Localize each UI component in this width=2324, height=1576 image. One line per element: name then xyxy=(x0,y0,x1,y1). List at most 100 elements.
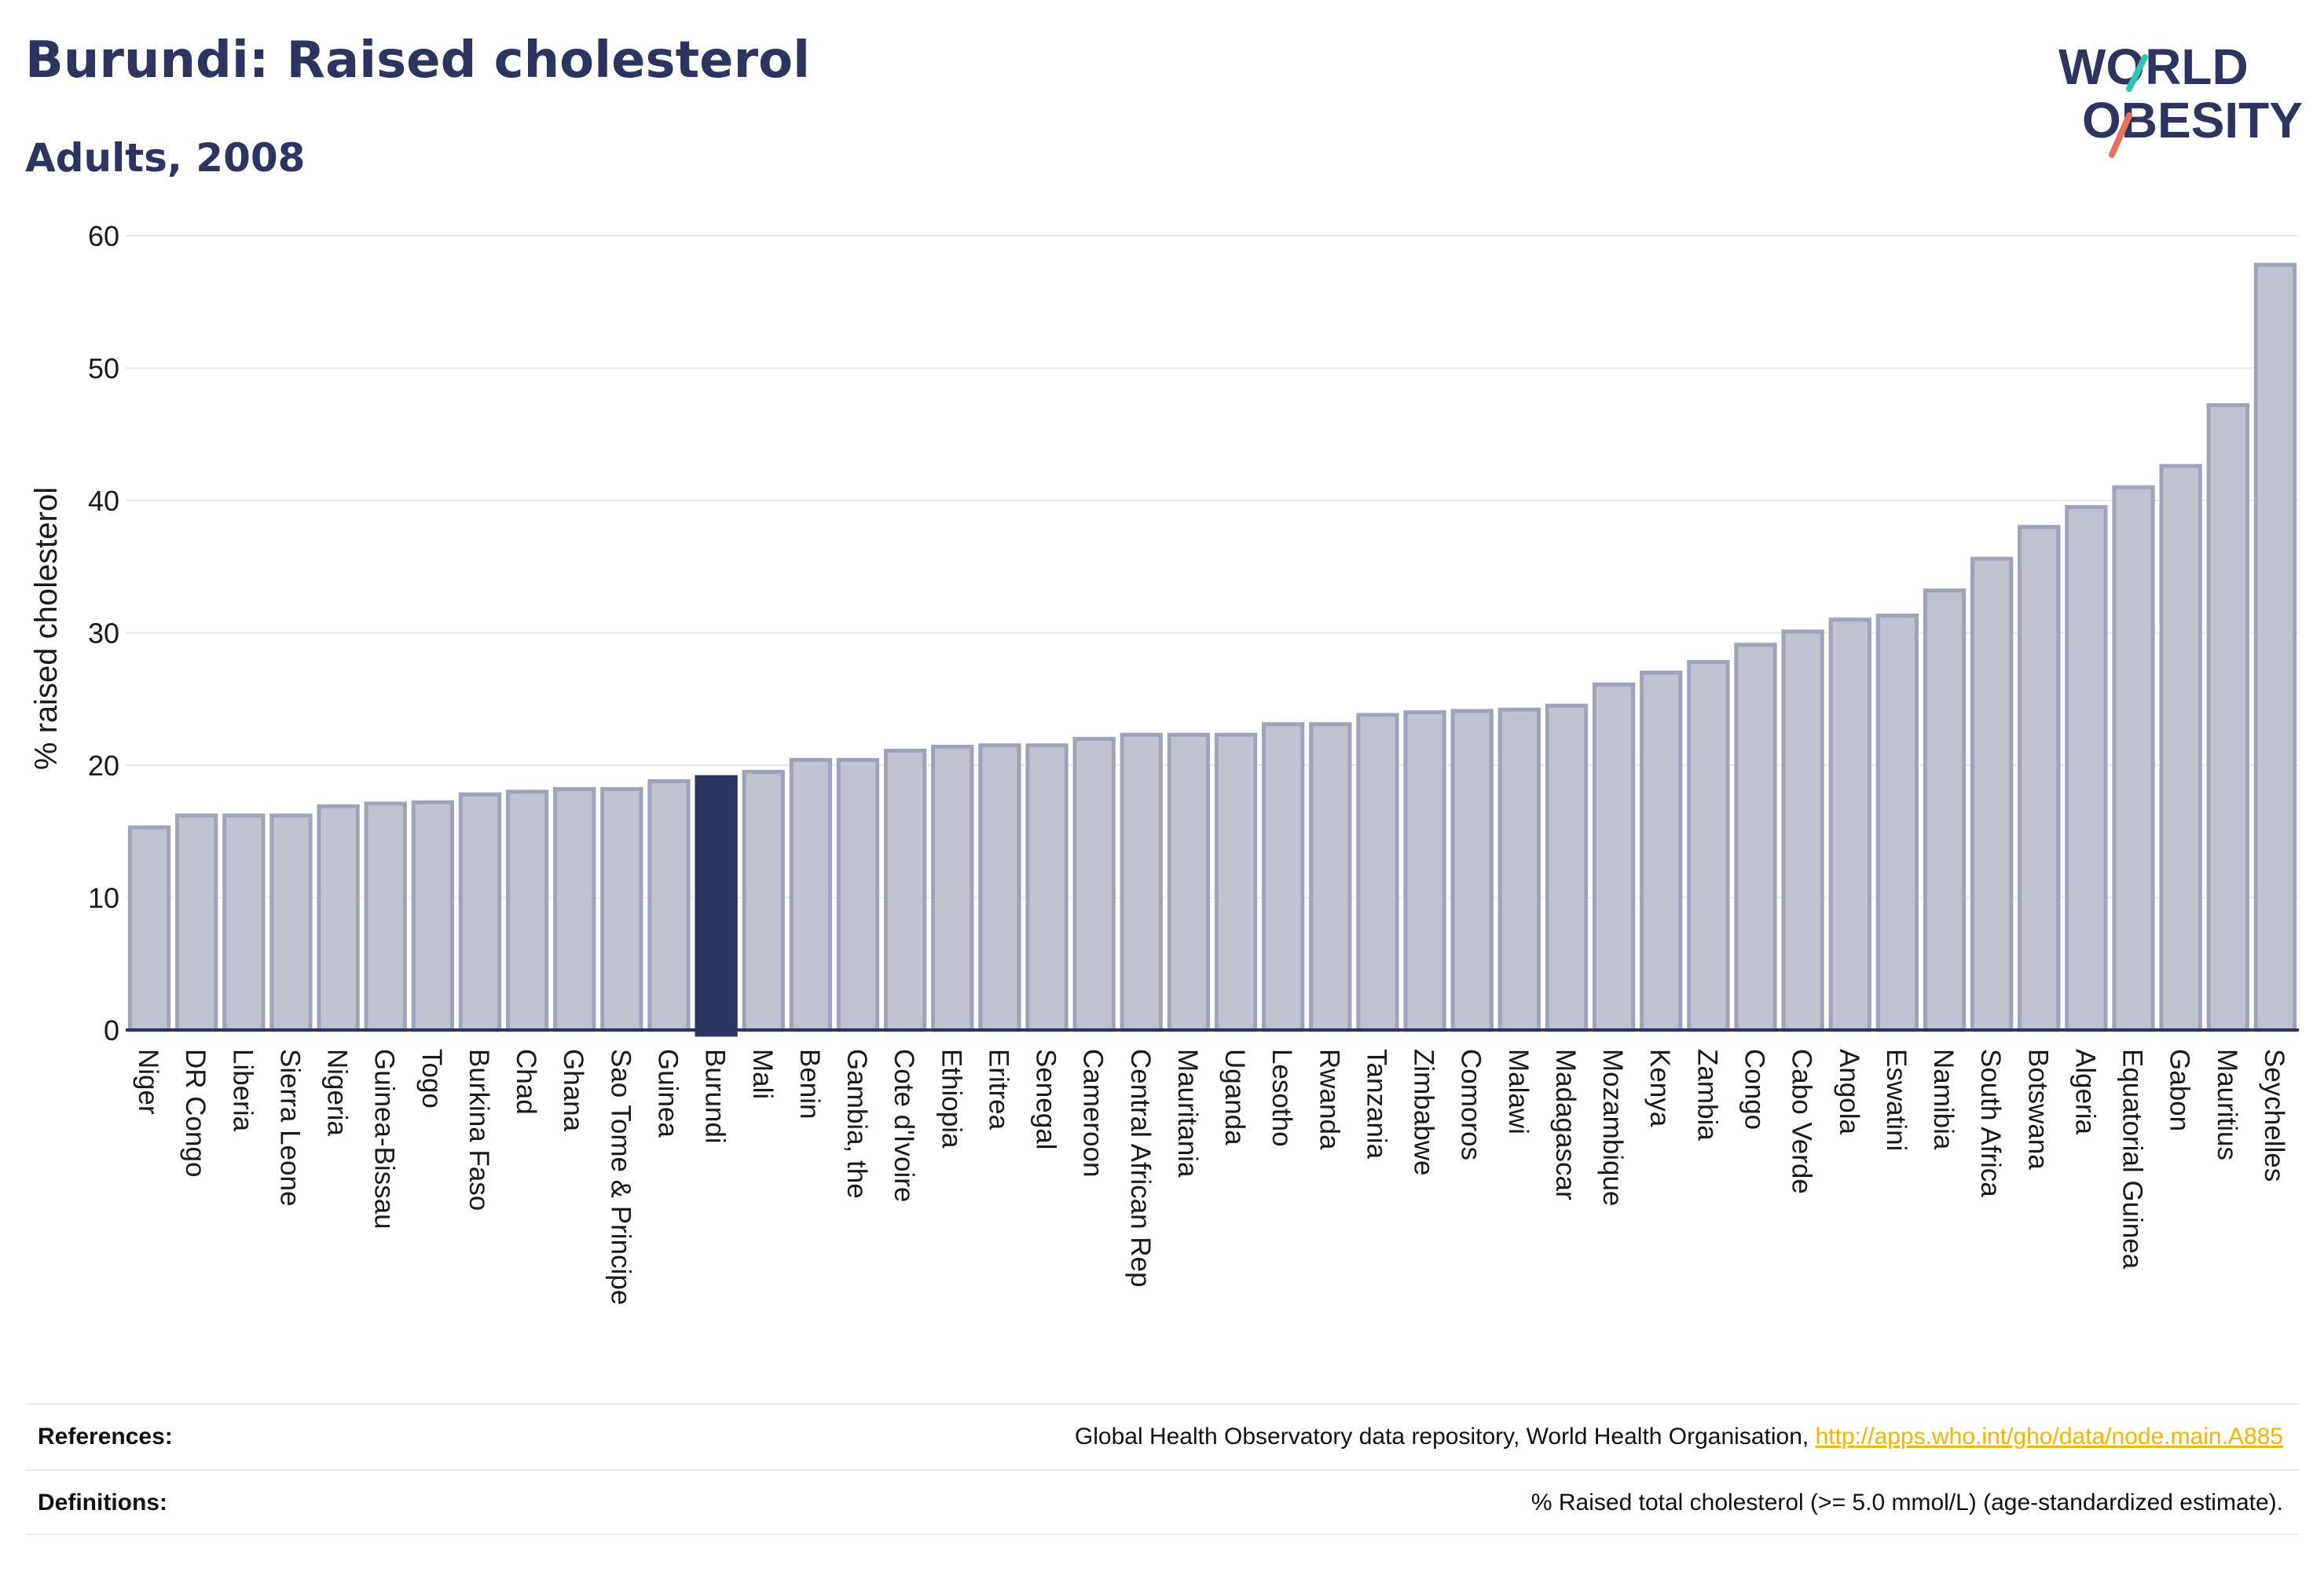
x-tick-label: Eritrea xyxy=(983,1049,1014,1131)
bar-lesotho xyxy=(1262,722,1305,1032)
bar-burundi xyxy=(695,775,738,1037)
bar-madagascar xyxy=(1545,703,1589,1032)
bar-gabon xyxy=(2159,464,2202,1032)
y-tick-label: 50 xyxy=(88,353,119,385)
bar-sierra-leone xyxy=(269,813,313,1032)
x-tick-label: Liberia xyxy=(227,1049,258,1132)
bar-tanzania xyxy=(1356,713,1399,1032)
bar-namibia xyxy=(1923,588,1967,1032)
bar-angola xyxy=(1828,618,1871,1032)
chart-title: Burundi: Raised cholesterol xyxy=(25,31,811,90)
x-tick-label: Congo xyxy=(1739,1049,1770,1130)
bar-chad xyxy=(505,790,549,1032)
x-tick-label: Nigeria xyxy=(322,1049,353,1136)
bar-mozambique xyxy=(1592,682,1636,1032)
bar-liberia xyxy=(222,813,266,1032)
y-tick-label: 40 xyxy=(88,485,119,517)
x-tick-label: Cameroon xyxy=(1078,1049,1109,1177)
bar-dr-congo xyxy=(175,813,218,1032)
x-tick-label: Sao Tome & Principe xyxy=(605,1049,636,1305)
bar-nigeria xyxy=(317,804,360,1032)
references-row: References: Global Health Observatory da… xyxy=(25,1403,2299,1468)
definitions-row: Definitions: % Raised total cholesterol … xyxy=(25,1469,2299,1534)
logo-slash-bottom xyxy=(2109,112,2132,158)
x-tick-label: Algeria xyxy=(2069,1049,2100,1134)
x-tick-label: DR Congo xyxy=(180,1049,211,1177)
bar-eritrea xyxy=(978,743,1021,1032)
x-tick-label: Mauritania xyxy=(1172,1049,1203,1178)
bar-botswana xyxy=(2018,525,2061,1032)
footer-divider xyxy=(25,1534,2299,1535)
bar-eswatini xyxy=(1875,614,1919,1032)
x-tick-label: Zimbabwe xyxy=(1409,1049,1439,1175)
x-tick-label: Gabon xyxy=(2165,1049,2195,1131)
x-tick-label: Cote d'Ivoire xyxy=(889,1049,919,1202)
x-tick-label: Zambia xyxy=(1692,1049,1722,1141)
x-tick-label: Ethiopia xyxy=(936,1049,966,1149)
bar-guinea xyxy=(647,779,691,1032)
y-tick-label: 10 xyxy=(88,882,119,914)
bar-sao-tome-principe xyxy=(600,786,643,1032)
bar-togo xyxy=(411,800,455,1032)
x-tick-label: Central African Rep xyxy=(1125,1049,1156,1287)
bar-congo xyxy=(1734,643,1777,1032)
x-tick-label: Cabo Verde xyxy=(1787,1049,1817,1194)
bar-mali xyxy=(742,769,785,1032)
bar-zambia xyxy=(1687,660,1730,1032)
bar-south-africa xyxy=(1970,556,2014,1032)
bar-burkina-faso xyxy=(458,792,502,1032)
x-tick-label: Guinea xyxy=(653,1049,684,1138)
x-tick-label: Angola xyxy=(1834,1049,1864,1135)
x-tick-label: Kenya xyxy=(1644,1049,1675,1127)
x-tick-label: Rwanda xyxy=(1314,1049,1344,1150)
bar-chart: 0 10 20 30 40 50 60 Niger DR Congo Liberia Sierra… xyxy=(29,220,2299,1305)
x-tick-label: Mali xyxy=(747,1049,778,1099)
x-tick-label: Guinea-Bissau xyxy=(369,1049,400,1230)
bar-algeria xyxy=(2065,504,2108,1032)
references-label: References: xyxy=(38,1424,173,1450)
x-tick-label: Burundi xyxy=(700,1049,731,1144)
chart-subtitle: Adults, 2008 xyxy=(25,135,306,181)
references-link[interactable]: http://apps.who.int/gho/data/node.main.A… xyxy=(1815,1424,2283,1450)
x-tick-label: Comoros xyxy=(1456,1049,1486,1160)
logo-line-world: WORLD xyxy=(2058,38,2249,95)
bar-uganda xyxy=(1214,732,1258,1032)
x-tick-label: Botswana xyxy=(2022,1049,2053,1170)
bar-comoros xyxy=(1450,709,1494,1032)
bar-benin xyxy=(789,757,833,1032)
bar-cabo-verde xyxy=(1781,629,1824,1032)
y-axis-ticks: 0 10 20 30 40 50 60 xyxy=(88,220,119,1046)
x-tick-label: Equatorial Guinea xyxy=(2117,1049,2148,1270)
y-tick-label: 0 xyxy=(104,1014,119,1046)
x-tick-label: Namibia xyxy=(1928,1049,1959,1150)
x-tick-label: Ghana xyxy=(558,1049,588,1132)
bar-ghana xyxy=(553,786,596,1032)
bar-cameroon xyxy=(1072,736,1116,1032)
bar-seychelles xyxy=(2253,262,2297,1032)
bars xyxy=(127,262,2297,1037)
x-axis-labels: Niger DR Congo Liberia Sierra Leone Nigeria G… xyxy=(133,1049,2289,1305)
references-value: Global Health Observatory data repositor… xyxy=(1075,1424,2283,1450)
y-tick-label: 60 xyxy=(88,220,119,252)
definitions-value: % Raised total cholesterol (>= 5.0 mmol/… xyxy=(1530,1490,2283,1516)
bar-mauritius xyxy=(2206,403,2249,1032)
x-tick-label: Tanzania xyxy=(1361,1049,1391,1160)
bar-central-african-rep xyxy=(1120,732,1163,1032)
x-tick-label: South Africa xyxy=(1975,1049,2006,1197)
x-tick-label: Mozambique xyxy=(1597,1049,1628,1206)
y-axis-label: % raised cholesterol xyxy=(29,487,64,770)
x-tick-label: Chad xyxy=(511,1049,541,1115)
bar-gambia-the xyxy=(836,757,880,1032)
x-tick-label: Malawi xyxy=(1503,1049,1534,1134)
x-tick-label: Uganda xyxy=(1219,1049,1250,1145)
bar-mauritania xyxy=(1167,732,1211,1032)
bar-rwanda xyxy=(1309,722,1352,1032)
x-tick-label: Madagascar xyxy=(1550,1049,1581,1200)
x-tick-label: Burkina Faso xyxy=(464,1049,494,1211)
y-tick-label: 30 xyxy=(88,618,119,650)
logo-slash-top xyxy=(2126,54,2148,92)
x-tick-label: Seychelles xyxy=(2259,1049,2289,1182)
bar-equatorial-guinea xyxy=(2112,485,2155,1032)
x-tick-label: Benin xyxy=(794,1049,825,1120)
references-text: Global Health Observatory data repositor… xyxy=(1074,1424,1816,1450)
